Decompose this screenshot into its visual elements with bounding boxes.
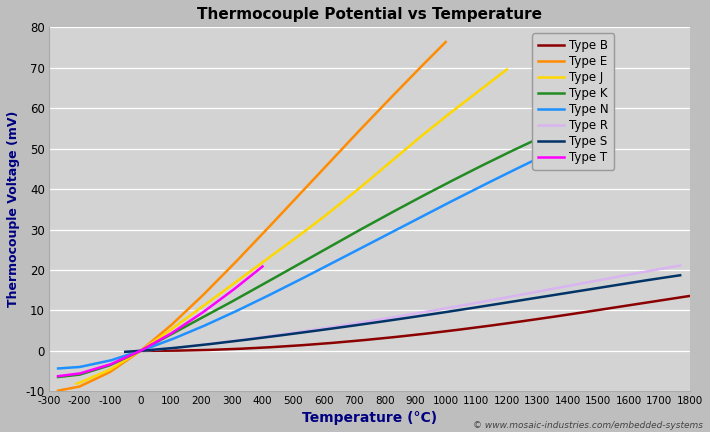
Type N — [54, 366, 62, 371]
Type K — [388, 210, 397, 215]
Type B — [692, 292, 700, 298]
Line: Type B: Type B — [141, 295, 696, 351]
Type E — [346, 138, 354, 143]
Type B — [234, 346, 243, 351]
Type E — [229, 262, 238, 267]
Type T — [146, 343, 155, 348]
Type R — [263, 334, 272, 339]
Type K — [349, 231, 358, 236]
Type N — [177, 333, 185, 338]
Type B — [464, 326, 472, 331]
Line: Type E: Type E — [58, 42, 446, 391]
Type R — [372, 318, 381, 323]
Type N — [415, 216, 423, 221]
Type N — [271, 290, 279, 295]
Type T — [175, 326, 183, 331]
Legend: Type B, Type E, Type J, Type K, Type N, Type R, Type S, Type T: Type B, Type E, Type J, Type K, Type N, … — [532, 33, 614, 170]
Type T — [106, 362, 115, 367]
Type S — [539, 294, 547, 299]
Type J — [267, 254, 275, 259]
Type N — [374, 237, 383, 242]
Type N — [533, 156, 542, 161]
Type K — [182, 323, 191, 328]
Type J — [359, 182, 368, 187]
Type E — [54, 388, 62, 393]
Type R — [121, 349, 129, 354]
Type R — [491, 297, 500, 302]
Type S — [372, 320, 381, 325]
Type B — [555, 313, 563, 318]
X-axis label: Temperature (°C): Temperature (°C) — [302, 411, 437, 425]
Type S — [263, 334, 272, 340]
Type R — [448, 305, 457, 310]
Type J — [148, 340, 157, 345]
Type B — [136, 348, 145, 353]
Type J — [396, 151, 405, 156]
Type R — [539, 288, 547, 293]
Type E — [153, 334, 162, 339]
Type T — [54, 374, 62, 379]
Type B — [388, 335, 396, 340]
Type K — [555, 126, 564, 131]
Type S — [448, 308, 457, 314]
Type E — [312, 173, 321, 178]
Y-axis label: Thermocouple Voltage (mV): Thermocouple Voltage (mV) — [7, 111, 20, 308]
Line: Type R: Type R — [125, 266, 680, 352]
Type S — [491, 302, 500, 307]
Type E — [122, 358, 131, 363]
Type E — [283, 206, 291, 211]
Type K — [431, 187, 439, 192]
Type T — [258, 264, 267, 269]
Type K — [143, 345, 151, 350]
Type K — [54, 375, 62, 380]
Type R — [676, 263, 684, 268]
Type B — [279, 344, 288, 349]
Type B — [507, 320, 515, 325]
Title: Thermocouple Potential vs Temperature: Thermocouple Potential vs Temperature — [197, 7, 542, 22]
Line: Type K: Type K — [58, 129, 559, 377]
Type J — [72, 381, 81, 386]
Line: Type J: Type J — [77, 70, 507, 384]
Type N — [138, 347, 147, 353]
Type T — [208, 303, 217, 308]
Type S — [121, 349, 129, 354]
Line: Type S: Type S — [125, 275, 680, 352]
Type K — [280, 270, 289, 275]
Type N — [337, 256, 345, 261]
Type E — [442, 39, 450, 44]
Text: © www.mosaic-industries.com/embedded-systems: © www.mosaic-industries.com/embedded-sys… — [473, 421, 703, 430]
Type S — [219, 340, 228, 345]
Line: Type T: Type T — [58, 267, 263, 376]
Type T — [90, 367, 99, 372]
Type S — [676, 273, 684, 278]
Type J — [503, 67, 511, 72]
Type J — [326, 209, 334, 214]
Type J — [182, 315, 191, 321]
Type T — [190, 315, 199, 321]
Type R — [219, 340, 228, 345]
Line: Type N: Type N — [58, 159, 537, 368]
